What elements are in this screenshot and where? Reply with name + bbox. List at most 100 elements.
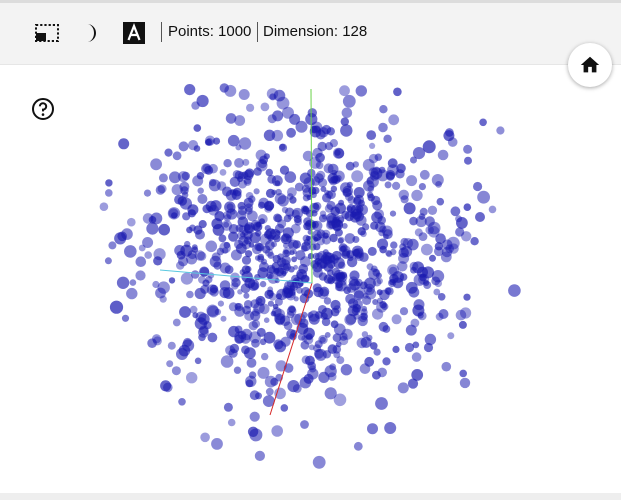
- scatter-point[interactable]: [206, 304, 219, 317]
- scatter-point[interactable]: [247, 210, 258, 222]
- scatter-point[interactable]: [243, 292, 250, 299]
- scatter-point[interactable]: [344, 313, 357, 326]
- scatter-point[interactable]: [257, 366, 270, 379]
- scatter-point[interactable]: [398, 247, 409, 258]
- scatter-point[interactable]: [352, 248, 363, 259]
- scatter-point[interactable]: [298, 263, 309, 274]
- scatter-point[interactable]: [253, 222, 263, 232]
- scatter-point[interactable]: [294, 313, 306, 325]
- scatter-point[interactable]: [278, 143, 288, 152]
- scatter-point[interactable]: [244, 310, 255, 321]
- scatter-point[interactable]: [226, 208, 238, 220]
- scatter-point[interactable]: [320, 186, 327, 192]
- scatter-point[interactable]: [424, 216, 435, 227]
- scatter-point[interactable]: [287, 241, 295, 249]
- scatter-point[interactable]: [291, 256, 297, 263]
- scatter-point[interactable]: [368, 268, 380, 280]
- scatter-point[interactable]: [305, 333, 313, 341]
- scatter-point[interactable]: [219, 262, 231, 274]
- scatter-point[interactable]: [227, 134, 240, 147]
- scatter-point[interactable]: [288, 305, 296, 314]
- scatter-point[interactable]: [143, 189, 152, 197]
- scatter-point[interactable]: [387, 158, 398, 169]
- scatter-point[interactable]: [220, 315, 227, 322]
- scatter-point[interactable]: [177, 196, 187, 206]
- scatter-point[interactable]: [124, 245, 137, 258]
- scatter-point[interactable]: [383, 233, 389, 240]
- scatter-point[interactable]: [397, 261, 408, 272]
- scatter-point[interactable]: [263, 153, 270, 160]
- scatter-point[interactable]: [496, 126, 505, 135]
- scatter-point[interactable]: [116, 276, 130, 289]
- scatter-point[interactable]: [314, 257, 322, 265]
- scatter-point[interactable]: [333, 393, 347, 407]
- scatter-point[interactable]: [181, 171, 190, 181]
- scatter-point[interactable]: [414, 228, 423, 237]
- scatter-point[interactable]: [366, 130, 377, 140]
- scatter-point[interactable]: [178, 141, 189, 152]
- scatter-point[interactable]: [191, 246, 199, 253]
- scatter-point[interactable]: [323, 274, 334, 284]
- scatter-point[interactable]: [237, 216, 249, 228]
- scatter-point[interactable]: [313, 233, 322, 241]
- scatter-point[interactable]: [265, 387, 274, 396]
- scatter-point[interactable]: [427, 205, 438, 215]
- scatter-point[interactable]: [411, 352, 422, 362]
- scatter-point[interactable]: [241, 271, 253, 283]
- scatter-point[interactable]: [369, 142, 376, 149]
- scatter-point[interactable]: [400, 195, 409, 204]
- scatter-point[interactable]: [172, 151, 182, 161]
- scatter-point[interactable]: [386, 250, 393, 258]
- scatter-point[interactable]: [222, 186, 232, 197]
- scatter-point[interactable]: [292, 249, 297, 255]
- scatter-point[interactable]: [340, 124, 353, 137]
- scatter-point[interactable]: [434, 246, 444, 257]
- scatter-point[interactable]: [385, 249, 392, 257]
- scatter-point[interactable]: [210, 200, 222, 212]
- scatter-point[interactable]: [341, 210, 350, 220]
- scatter-point[interactable]: [364, 356, 375, 367]
- scatter-point[interactable]: [214, 211, 225, 222]
- scatter-point[interactable]: [296, 322, 309, 335]
- selection-mode-button[interactable]: [34, 20, 60, 46]
- scatter-point[interactable]: [340, 364, 353, 376]
- scatter-point[interactable]: [327, 344, 338, 354]
- scatter-point[interactable]: [265, 168, 273, 177]
- scatter-point[interactable]: [189, 305, 198, 314]
- scatter-point[interactable]: [135, 270, 146, 281]
- scatter-point[interactable]: [271, 129, 284, 142]
- scatter-point[interactable]: [273, 89, 286, 102]
- scatter-point[interactable]: [327, 260, 336, 269]
- scatter-point[interactable]: [176, 261, 185, 270]
- scatter-point[interactable]: [105, 189, 113, 197]
- scatter-point[interactable]: [392, 181, 401, 190]
- scatter-point[interactable]: [410, 156, 417, 164]
- scatter-point[interactable]: [274, 340, 287, 353]
- scatter-point[interactable]: [182, 212, 191, 221]
- scatter-point[interactable]: [412, 304, 425, 317]
- scatter-point[interactable]: [332, 273, 341, 282]
- scatter-point[interactable]: [315, 161, 324, 170]
- scatter-point[interactable]: [223, 214, 232, 222]
- scatter-point[interactable]: [193, 145, 201, 152]
- scatter-point[interactable]: [268, 292, 277, 301]
- scatter-point[interactable]: [445, 128, 454, 137]
- scatter-point[interactable]: [265, 188, 276, 198]
- scatter-point[interactable]: [249, 232, 261, 244]
- scatter-point[interactable]: [318, 214, 327, 223]
- scatter-point[interactable]: [409, 216, 418, 226]
- scatter-point[interactable]: [312, 220, 323, 231]
- scatter-point[interactable]: [312, 252, 320, 260]
- scatter-point[interactable]: [377, 367, 388, 378]
- scatter-point[interactable]: [344, 233, 356, 244]
- scatter-point[interactable]: [318, 334, 328, 345]
- scatter-point[interactable]: [345, 161, 355, 171]
- scatter-point[interactable]: [127, 217, 136, 227]
- scatter-point[interactable]: [196, 94, 209, 108]
- scatter-point[interactable]: [301, 184, 310, 193]
- scatter-point[interactable]: [279, 165, 290, 175]
- scatter-point[interactable]: [218, 234, 227, 243]
- scatter-point[interactable]: [194, 250, 205, 261]
- scatter-point[interactable]: [212, 224, 225, 236]
- scatter-point[interactable]: [184, 240, 191, 248]
